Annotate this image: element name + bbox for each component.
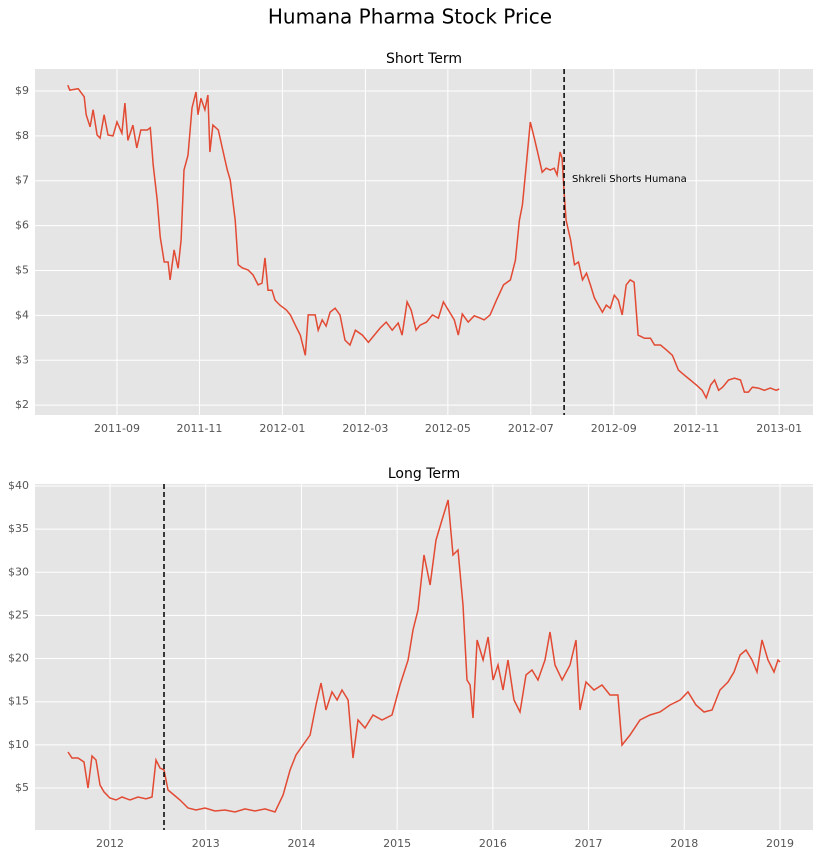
x-tick-label: 2017 [575,837,603,850]
x-tick-label: 2012-11 [673,422,719,435]
y-tick-label: $15 [8,695,29,708]
annotation: Shkreli Shorts Humana [572,174,687,185]
y-tick-label: $40 [8,479,29,492]
y-tick-label: $10 [8,738,29,751]
x-tick-label: 2018 [670,837,698,850]
y-tick-label: $30 [8,565,29,578]
x-tick-label: 2013-01 [756,422,802,435]
chart-title: Long Term [388,466,460,482]
y-tick-label: $25 [8,608,29,621]
figure-title: Humana Pharma Stock Price [268,5,552,29]
plot-area [35,484,813,830]
x-tick-label: 2013 [192,837,220,850]
y-tick-label: $6 [15,219,29,232]
y-tick-label: $7 [15,174,29,187]
x-tick-label: 2014 [287,837,315,850]
x-tick-label: 2012-05 [425,422,471,435]
y-tick-label: $4 [15,308,29,321]
y-tick-label: $5 [15,781,29,794]
x-tick-label: 2012-01 [259,422,305,435]
chart-title: Short Term [386,51,462,67]
y-tick-label: $20 [8,652,29,665]
x-tick-label: 2019 [766,837,794,850]
x-tick-label: 2012-03 [342,422,388,435]
x-tick-label: 2016 [479,837,507,850]
y-tick-label: $3 [15,353,29,366]
price-line [67,499,781,813]
x-tick-label: 2012 [96,837,124,850]
y-tick-label: $8 [15,129,29,142]
x-tick-label: 2011-11 [176,422,222,435]
y-tick-label: $2 [15,398,29,411]
x-tick-label: 2011-09 [94,422,140,435]
x-tick-label: 2012-07 [508,422,554,435]
y-tick-label: $5 [15,263,29,276]
y-tick-label: $35 [8,522,29,535]
x-tick-label: 2015 [383,837,411,850]
y-tick-label: $9 [15,84,29,97]
x-tick-label: 2012-09 [591,422,637,435]
price-line [67,84,780,400]
plot-area [35,69,813,415]
